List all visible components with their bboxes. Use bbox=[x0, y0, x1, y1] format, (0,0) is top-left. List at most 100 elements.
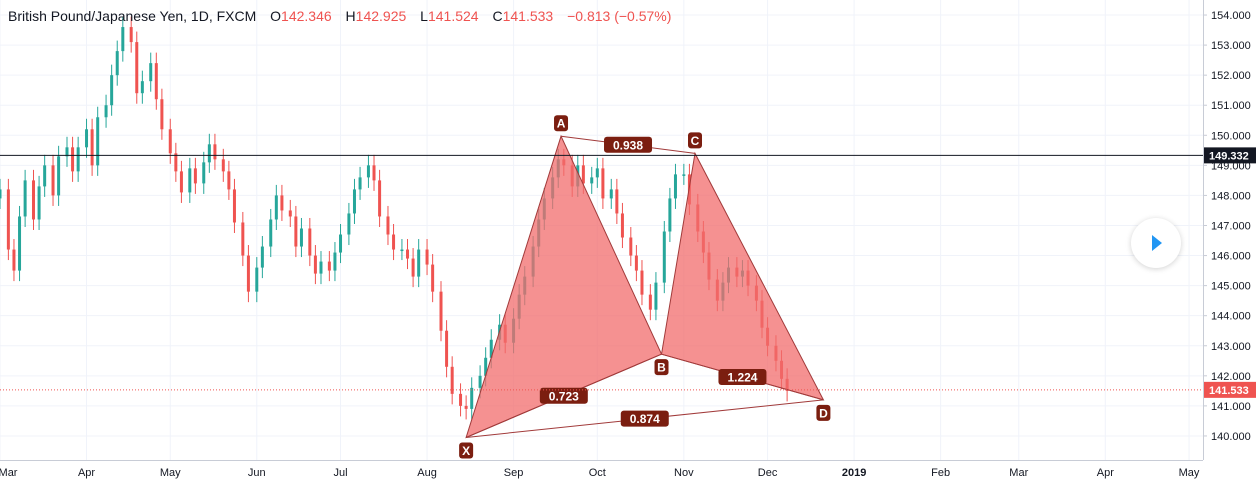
candle-body bbox=[634, 255, 638, 271]
candle-body bbox=[149, 63, 153, 82]
candle-body bbox=[0, 189, 2, 199]
candle-body bbox=[18, 216, 22, 271]
y-tick-label: 147.000 bbox=[1211, 220, 1251, 232]
x-tick-label: Mar bbox=[1009, 467, 1028, 479]
ratio-label: 0.723 bbox=[549, 389, 579, 403]
candle-body bbox=[168, 129, 172, 154]
play-button[interactable] bbox=[1131, 218, 1181, 268]
candle-body bbox=[221, 159, 225, 172]
point-label-bg bbox=[816, 404, 831, 421]
x-tick-label: Oct bbox=[589, 467, 606, 479]
candle-body bbox=[129, 27, 133, 43]
candle-body bbox=[358, 177, 362, 190]
candle-body bbox=[400, 249, 404, 252]
harmonic-pattern[interactable]: 0.938 0.723 1.224 0.874 X A B C D bbox=[459, 115, 831, 459]
y-tick-label: 144.000 bbox=[1211, 311, 1251, 323]
y-tick-label: 145.000 bbox=[1211, 281, 1251, 293]
ratio-label-bg bbox=[620, 410, 669, 427]
candle-body bbox=[227, 171, 231, 190]
candle-body bbox=[313, 255, 317, 274]
candle-body bbox=[274, 195, 278, 220]
y-tick-label: 153.000 bbox=[1211, 40, 1251, 52]
candle-body bbox=[673, 174, 677, 199]
candle-body bbox=[260, 246, 264, 268]
time-axis bbox=[0, 460, 1256, 485]
candle-body bbox=[174, 153, 178, 172]
point-label-bg bbox=[554, 115, 569, 132]
x-tick-label: Dec bbox=[758, 467, 778, 479]
y-tick-label: 148.000 bbox=[1211, 190, 1251, 202]
x-tick-label: May bbox=[1179, 467, 1200, 479]
candle-body bbox=[654, 282, 658, 310]
y-tick-label: 152.000 bbox=[1211, 70, 1251, 82]
candle-body bbox=[299, 228, 303, 247]
y-tick-label: 143.000 bbox=[1211, 341, 1251, 353]
point-label-X: X bbox=[462, 444, 470, 458]
candle-body bbox=[246, 255, 250, 292]
price-axis bbox=[1203, 0, 1256, 485]
point-label-bg bbox=[654, 359, 669, 376]
ratio-label-bg bbox=[718, 369, 767, 386]
candle-body bbox=[347, 213, 351, 235]
candle-body bbox=[620, 213, 624, 238]
candle-body bbox=[352, 189, 356, 214]
candle-body bbox=[110, 75, 114, 106]
candle-body bbox=[85, 129, 89, 148]
pattern-triangle-bcd bbox=[660, 151, 825, 401]
candle-body bbox=[668, 198, 672, 232]
point-label-bg bbox=[688, 132, 703, 149]
candle-body bbox=[104, 105, 108, 118]
x-tick-label: Apr bbox=[1097, 467, 1114, 479]
price-tag-label: 141.533 bbox=[1209, 385, 1249, 397]
candle-body bbox=[470, 387, 474, 409]
ratio-label-bg bbox=[604, 136, 653, 153]
candle-body bbox=[648, 294, 652, 310]
candle-body bbox=[31, 180, 35, 220]
candle-body bbox=[76, 147, 80, 172]
candle-body bbox=[581, 165, 585, 184]
candle-body bbox=[386, 216, 390, 235]
candle-body bbox=[662, 231, 666, 283]
x-tick-label: Aug bbox=[417, 467, 437, 479]
price-lines bbox=[0, 154, 1203, 391]
y-tick-label: 154.000 bbox=[1211, 10, 1251, 22]
ratio-label: 0.874 bbox=[630, 412, 660, 426]
x-tick-label: Apr bbox=[78, 467, 95, 479]
candle-body bbox=[445, 330, 449, 367]
candle-body bbox=[43, 165, 47, 187]
low-label: L bbox=[420, 8, 428, 24]
candle-body bbox=[57, 156, 61, 196]
candle-body bbox=[464, 405, 468, 409]
high-label: H bbox=[345, 8, 356, 24]
candle-body bbox=[294, 216, 298, 247]
candle-body bbox=[12, 249, 16, 271]
candle-body bbox=[232, 189, 236, 223]
candle-body bbox=[417, 249, 421, 277]
candle-body bbox=[255, 267, 259, 292]
candle-body bbox=[115, 51, 119, 76]
point-label-D: D bbox=[819, 406, 828, 420]
x-tick-label: Jul bbox=[333, 467, 347, 479]
candle-body bbox=[439, 291, 443, 331]
candle-body bbox=[202, 162, 206, 184]
candle-body bbox=[682, 174, 686, 176]
candle-body bbox=[366, 165, 370, 178]
x-tick-label: Sep bbox=[504, 467, 524, 479]
candle-body bbox=[339, 234, 343, 253]
x-tick-label: Nov bbox=[674, 467, 694, 479]
candle-body bbox=[241, 222, 245, 256]
y-tick-label: 140.000 bbox=[1211, 431, 1251, 443]
y-tick-label: 146.000 bbox=[1211, 251, 1251, 263]
candle-body bbox=[478, 375, 482, 388]
candle-body bbox=[288, 210, 292, 217]
candle-body bbox=[411, 258, 415, 277]
candle-body bbox=[372, 165, 376, 181]
candle-body bbox=[308, 228, 312, 256]
candle-body bbox=[140, 81, 144, 94]
close-label: C bbox=[492, 8, 503, 24]
candle-body bbox=[406, 249, 410, 259]
candle-body bbox=[65, 147, 69, 157]
change-value: −0.813 (−0.57%) bbox=[567, 8, 672, 24]
